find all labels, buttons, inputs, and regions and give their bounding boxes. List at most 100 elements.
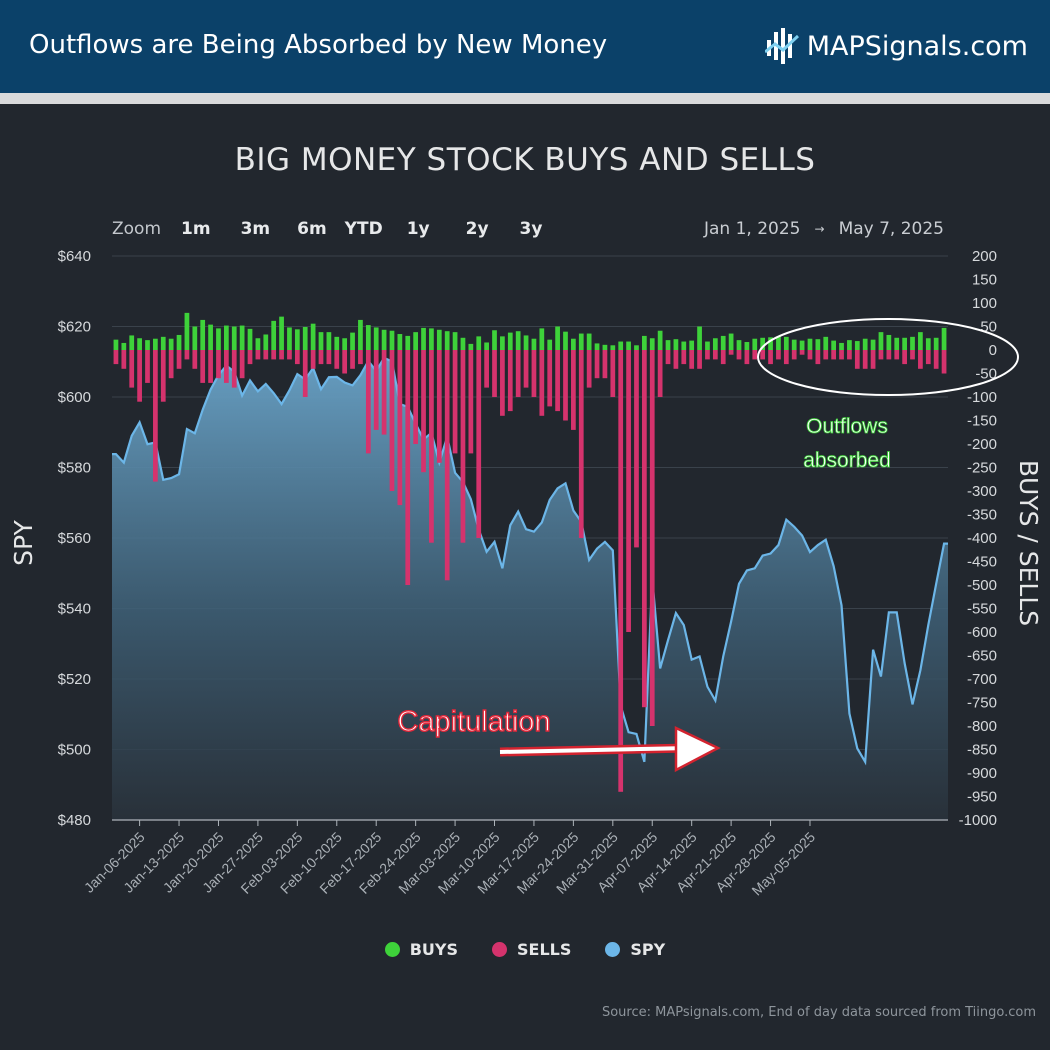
zoom-6m-button[interactable]: 6m	[297, 219, 327, 239]
sells-bar[interactable]	[145, 350, 150, 383]
buys-bar[interactable]	[373, 327, 379, 350]
sells-bar[interactable]	[862, 350, 868, 369]
sells-bar[interactable]	[302, 350, 308, 397]
buys-bar[interactable]	[839, 342, 844, 350]
buys-bar[interactable]	[460, 337, 466, 350]
sells-bar[interactable]	[373, 350, 379, 430]
sells-bar[interactable]	[910, 350, 915, 360]
buys-bar[interactable]	[223, 325, 229, 350]
buys-bar[interactable]	[279, 316, 284, 350]
buys-bar[interactable]	[358, 319, 363, 350]
sells-bar[interactable]	[389, 350, 395, 491]
sells-bar[interactable]	[492, 350, 497, 397]
buys-bar[interactable]	[610, 345, 616, 350]
buys-bar[interactable]	[783, 336, 789, 350]
sells-bar[interactable]	[870, 350, 876, 369]
buys-bar[interactable]	[902, 337, 907, 350]
buys-bar[interactable]	[160, 336, 166, 350]
buys-bar[interactable]	[145, 340, 150, 350]
sells-bar[interactable]	[318, 350, 324, 365]
buys-bar[interactable]	[397, 334, 403, 350]
buys-bar[interactable]	[263, 334, 269, 350]
buys-bar[interactable]	[744, 342, 750, 350]
zoom-2y-button[interactable]: 2y	[465, 219, 489, 239]
buys-bar[interactable]	[113, 339, 119, 350]
buys-bar[interactable]	[413, 332, 419, 350]
sells-bar[interactable]	[918, 350, 923, 369]
sells-bar[interactable]	[791, 350, 797, 360]
buys-bar[interactable]	[287, 327, 292, 350]
sells-bar[interactable]	[626, 350, 631, 632]
buys-bar[interactable]	[720, 335, 726, 350]
buys-bar[interactable]	[436, 329, 442, 350]
sells-bar[interactable]	[247, 350, 253, 365]
buys-bar[interactable]	[531, 338, 537, 350]
sells-bar[interactable]	[618, 350, 624, 792]
sells-bar[interactable]	[358, 350, 363, 365]
buys-bar[interactable]	[791, 339, 797, 350]
zoom-3y-button[interactable]: 3y	[519, 219, 543, 239]
buys-bar[interactable]	[870, 339, 876, 350]
sells-bar[interactable]	[405, 350, 411, 585]
sells-bar[interactable]	[689, 350, 695, 369]
sells-bar[interactable]	[239, 350, 245, 379]
buys-bar[interactable]	[176, 334, 182, 350]
sells-bar[interactable]	[578, 350, 584, 538]
sells-bar[interactable]	[121, 350, 127, 369]
buys-bar[interactable]	[507, 332, 513, 350]
sells-bar[interactable]	[523, 350, 529, 388]
sells-bar[interactable]	[807, 350, 813, 360]
legend-sells[interactable]: SELLS	[492, 940, 571, 959]
sells-bar[interactable]	[752, 350, 758, 360]
buys-bar[interactable]	[476, 336, 482, 350]
sells-bar[interactable]	[137, 350, 142, 402]
sells-bar[interactable]	[728, 350, 734, 355]
sells-bar[interactable]	[886, 350, 892, 360]
zoom-1y-button[interactable]: 1y	[406, 219, 430, 239]
buys-bar[interactable]	[365, 325, 371, 350]
sells-bar[interactable]	[697, 350, 702, 369]
buys-bar[interactable]	[342, 338, 348, 350]
buys-bar[interactable]	[760, 337, 766, 350]
zoom-3m-button[interactable]: 3m	[240, 219, 271, 239]
sells-bar[interactable]	[823, 350, 829, 360]
sells-bar[interactable]	[547, 350, 553, 407]
buys-bar[interactable]	[302, 326, 308, 350]
sells-bar[interactable]	[776, 350, 781, 360]
buys-bar[interactable]	[492, 330, 497, 350]
sells-bar[interactable]	[216, 350, 221, 379]
buys-bar[interactable]	[578, 333, 584, 350]
sells-bar[interactable]	[350, 350, 355, 369]
sells-bar[interactable]	[208, 350, 213, 383]
buys-bar[interactable]	[823, 336, 829, 350]
buys-bar[interactable]	[649, 338, 655, 350]
sells-bar[interactable]	[176, 350, 182, 369]
buys-bar[interactable]	[752, 338, 758, 350]
sells-bar[interactable]	[602, 350, 608, 379]
buys-bar[interactable]	[468, 343, 474, 350]
buys-bar[interactable]	[121, 342, 127, 350]
sells-bar[interactable]	[610, 350, 616, 397]
sells-bar[interactable]	[673, 350, 679, 369]
buys-bar[interactable]	[626, 341, 631, 350]
sells-bar[interactable]	[665, 350, 671, 365]
sells-bar[interactable]	[184, 350, 190, 360]
sells-bar[interactable]	[933, 350, 939, 369]
buys-bar[interactable]	[925, 338, 931, 350]
buys-bar[interactable]	[231, 326, 237, 351]
sells-bar[interactable]	[894, 350, 900, 360]
sells-bar[interactable]	[705, 350, 710, 360]
sells-bar[interactable]	[129, 350, 135, 388]
sells-bar[interactable]	[444, 350, 450, 581]
legend-spy[interactable]: SPY	[605, 940, 665, 959]
buys-bar[interactable]	[689, 340, 695, 350]
buys-bar[interactable]	[555, 326, 560, 351]
buys-bar[interactable]	[381, 329, 387, 350]
sells-bar[interactable]	[342, 350, 348, 374]
buys-bar[interactable]	[886, 334, 892, 350]
buys-bar[interactable]	[547, 339, 553, 350]
buys-bar[interactable]	[815, 339, 821, 350]
buys-bar[interactable]	[918, 332, 923, 350]
sells-bar[interactable]	[815, 350, 821, 365]
sells-bar[interactable]	[847, 350, 852, 360]
